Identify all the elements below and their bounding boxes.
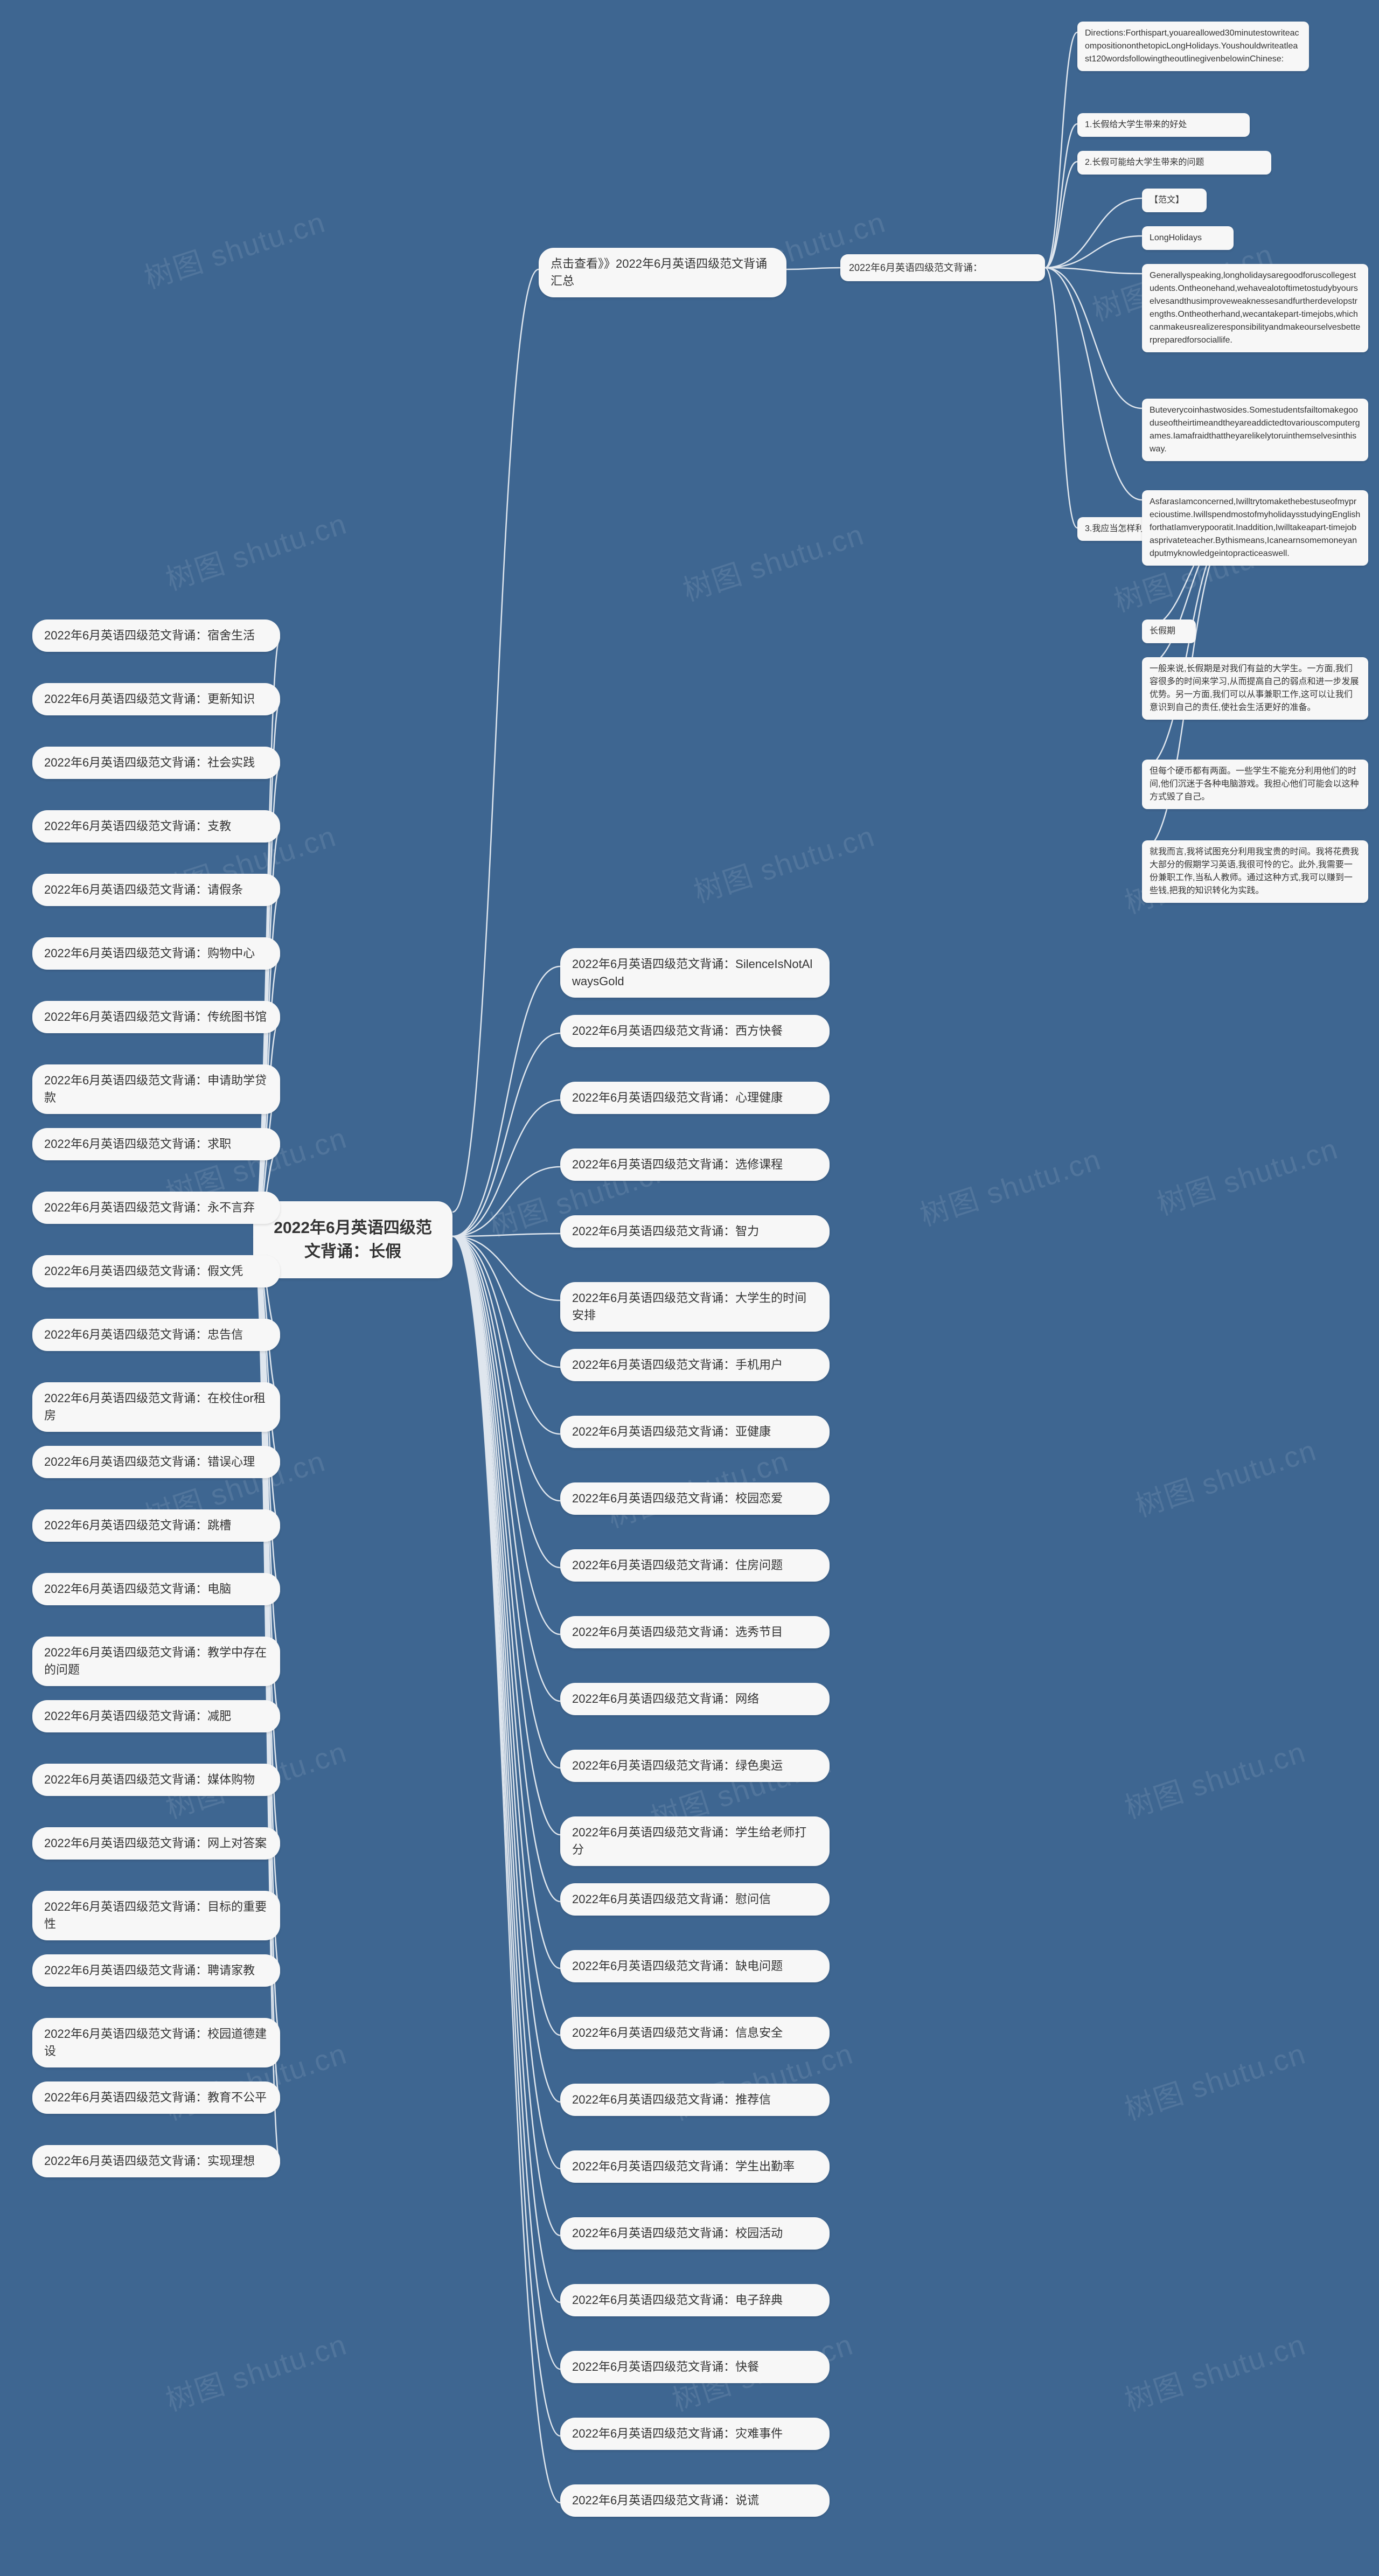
right-node[interactable]: 2022年6月英语四级范文背诵：SilenceIsNotAlwaysGold xyxy=(560,948,830,998)
watermark: 树图 shutu.cn xyxy=(159,500,351,598)
left-node[interactable]: 2022年6月英语四级范文背诵：教育不公平 xyxy=(32,2081,280,2114)
watermark: 树图 shutu.cn xyxy=(687,812,879,911)
watermark: 树图 shutu.cn xyxy=(1118,2321,1310,2419)
right-node[interactable]: 2022年6月英语四级范文背诵：大学生的时间安排 xyxy=(560,1282,830,1332)
left-node[interactable]: 2022年6月英语四级范文背诵：社会实践 xyxy=(32,747,280,779)
detail-node[interactable]: Directions:Forthispart,youareallowed30mi… xyxy=(1077,22,1309,71)
detail-node[interactable]: LongHolidays xyxy=(1142,226,1234,250)
left-node[interactable]: 2022年6月英语四级范文背诵：教学中存在的问题 xyxy=(32,1637,280,1686)
right-node[interactable]: 2022年6月英语四级范文背诵：学生出勤率 xyxy=(560,2150,830,2183)
right-node[interactable]: 2022年6月英语四级范文背诵：亚健康 xyxy=(560,1416,830,1448)
detail-node[interactable]: 1.长假给大学生带来的好处 xyxy=(1077,113,1250,137)
detail-node[interactable]: 就我而言,我将试图充分利用我宝贵的时间。我将花费我大部分的假期学习英语,我很可怜… xyxy=(1142,840,1368,903)
left-node[interactable]: 2022年6月英语四级范文背诵：支教 xyxy=(32,810,280,843)
right-node[interactable]: 2022年6月英语四级范文背诵：网络 xyxy=(560,1683,830,1715)
right-node[interactable]: 2022年6月英语四级范文背诵：校园恋爱 xyxy=(560,1482,830,1515)
left-node[interactable]: 2022年6月英语四级范文背诵：假文凭 xyxy=(32,1255,280,1287)
right-node[interactable]: 2022年6月英语四级范文背诵：慰问信 xyxy=(560,1883,830,1916)
left-node[interactable]: 2022年6月英语四级范文背诵：更新知识 xyxy=(32,683,280,715)
left-node[interactable]: 2022年6月英语四级范文背诵：求职 xyxy=(32,1128,280,1160)
right-node[interactable]: 2022年6月英语四级范文背诵：缺电问题 xyxy=(560,1950,830,1982)
watermark: 树图 shutu.cn xyxy=(138,198,330,297)
detail-node[interactable]: Generallyspeaking,longholidaysaregoodfor… xyxy=(1142,264,1368,352)
watermark: 树图 shutu.cn xyxy=(1151,1125,1342,1223)
watermark: 树图 shutu.cn xyxy=(159,2321,351,2419)
left-node[interactable]: 2022年6月英语四级范文背诵：聘请家教 xyxy=(32,1954,280,1987)
left-node[interactable]: 2022年6月英语四级范文背诵：请假条 xyxy=(32,874,280,906)
left-node[interactable]: 2022年6月英语四级范文背诵：错误心理 xyxy=(32,1446,280,1478)
center-node[interactable]: 2022年6月英语四级范文背诵：长假 xyxy=(253,1201,452,1278)
left-node[interactable]: 2022年6月英语四级范文背诵：申请助学贷款 xyxy=(32,1064,280,1114)
detail-node[interactable]: 长假期 xyxy=(1142,619,1196,643)
right-node[interactable]: 2022年6月英语四级范文背诵：西方快餐 xyxy=(560,1015,830,1047)
left-node[interactable]: 2022年6月英语四级范文背诵：减肥 xyxy=(32,1700,280,1732)
right-node[interactable]: 2022年6月英语四级范文背诵：手机用户 xyxy=(560,1349,830,1381)
detail-node[interactable]: 【范文】 xyxy=(1142,189,1207,212)
watermark: 树图 shutu.cn xyxy=(1118,2030,1310,2128)
left-node[interactable]: 2022年6月英语四级范文背诵：忠告信 xyxy=(32,1319,280,1351)
watermark: 树图 shutu.cn xyxy=(1118,1728,1310,1827)
right-node[interactable]: 2022年6月英语四级范文背诵：电子辞典 xyxy=(560,2284,830,2316)
watermark: 树图 shutu.cn xyxy=(677,511,868,609)
summary-child-node[interactable]: 2022年6月英语四级范文背诵： xyxy=(840,254,1045,281)
left-node[interactable]: 2022年6月英语四级范文背诵：永不言弃 xyxy=(32,1192,280,1224)
left-node[interactable]: 2022年6月英语四级范文背诵：跳槽 xyxy=(32,1509,280,1542)
watermark: 树图 shutu.cn xyxy=(1129,1426,1321,1525)
right-node[interactable]: 2022年6月英语四级范文背诵：学生给老师打分 xyxy=(560,1816,830,1866)
detail-node[interactable]: AsfarasIamconcerned,Iwilltrytomakethebes… xyxy=(1142,490,1368,566)
left-node[interactable]: 2022年6月英语四级范文背诵：媒体购物 xyxy=(32,1764,280,1796)
right-node[interactable]: 2022年6月英语四级范文背诵：校园活动 xyxy=(560,2217,830,2250)
left-node[interactable]: 2022年6月英语四级范文背诵：在校住or租房 xyxy=(32,1382,280,1432)
right-node[interactable]: 2022年6月英语四级范文背诵：推荐信 xyxy=(560,2084,830,2116)
right-node[interactable]: 2022年6月英语四级范文背诵：住房问题 xyxy=(560,1549,830,1582)
left-node[interactable]: 2022年6月英语四级范文背诵：宿舍生活 xyxy=(32,619,280,652)
right-node[interactable]: 2022年6月英语四级范文背诵：绿色奥运 xyxy=(560,1750,830,1782)
left-node[interactable]: 2022年6月英语四级范文背诵：电脑 xyxy=(32,1573,280,1605)
left-node[interactable]: 2022年6月英语四级范文背诵：购物中心 xyxy=(32,937,280,970)
detail-node[interactable]: 一般来说,长假期是对我们有益的大学生。一方面,我们容很多的时间来学习,从而提高自… xyxy=(1142,657,1368,720)
left-node[interactable]: 2022年6月英语四级范文背诵：校园道德建设 xyxy=(32,2018,280,2067)
right-node[interactable]: 2022年6月英语四级范文背诵：选修课程 xyxy=(560,1148,830,1181)
right-node[interactable]: 2022年6月英语四级范文背诵：说谎 xyxy=(560,2484,830,2517)
right-node[interactable]: 2022年6月英语四级范文背诵：快餐 xyxy=(560,2351,830,2383)
watermark: 树图 shutu.cn xyxy=(914,1136,1105,1234)
detail-node[interactable]: 2.长假可能给大学生带来的问题 xyxy=(1077,151,1271,175)
right-node[interactable]: 2022年6月英语四级范文背诵：信息安全 xyxy=(560,2017,830,2049)
detail-node[interactable]: 但每个硬币都有两面。一些学生不能充分利用他们的时间,他们沉迷于各种电脑游戏。我担… xyxy=(1142,760,1368,809)
summary-node[interactable]: 点击查看》》2022年6月英语四级范文背诵汇总 xyxy=(539,248,786,297)
right-node[interactable]: 2022年6月英语四级范文背诵：智力 xyxy=(560,1215,830,1248)
left-node[interactable]: 2022年6月英语四级范文背诵：网上对答案 xyxy=(32,1827,280,1860)
detail-node[interactable]: Buteverycoinhastwosides.Somestudentsfail… xyxy=(1142,399,1368,461)
right-node[interactable]: 2022年6月英语四级范文背诵：心理健康 xyxy=(560,1082,830,1114)
right-node[interactable]: 2022年6月英语四级范文背诵：选秀节目 xyxy=(560,1616,830,1648)
left-node[interactable]: 2022年6月英语四级范文背诵：实现理想 xyxy=(32,2145,280,2177)
left-node[interactable]: 2022年6月英语四级范文背诵：目标的重要性 xyxy=(32,1891,280,1940)
left-node[interactable]: 2022年6月英语四级范文背诵：传统图书馆 xyxy=(32,1001,280,1033)
right-node[interactable]: 2022年6月英语四级范文背诵：灾难事件 xyxy=(560,2418,830,2450)
